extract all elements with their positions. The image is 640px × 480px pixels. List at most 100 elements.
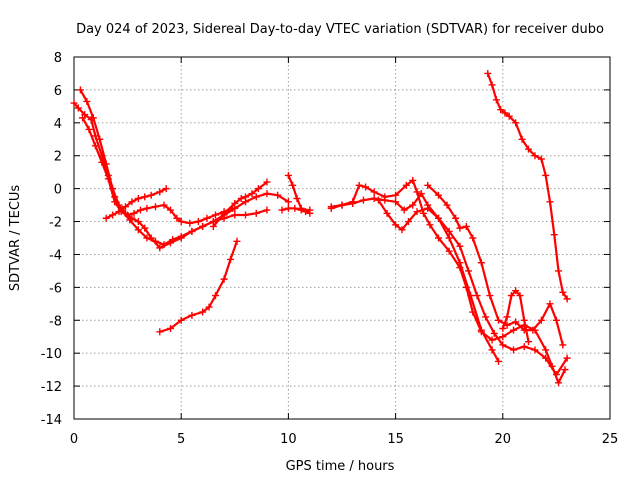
y-tick-label: 6 xyxy=(54,84,62,99)
data-point xyxy=(456,224,464,232)
y-tick-label: -12 xyxy=(41,380,62,395)
data-point xyxy=(531,346,539,354)
data-point xyxy=(404,218,412,226)
series-line xyxy=(105,187,168,220)
data-point xyxy=(512,287,520,295)
data-point xyxy=(434,191,442,199)
data-point xyxy=(392,221,400,229)
data-point xyxy=(102,160,110,168)
data-point xyxy=(434,214,442,222)
data-point xyxy=(370,188,378,196)
data-point xyxy=(156,244,164,252)
data-point xyxy=(104,175,112,183)
series-track-f xyxy=(156,237,241,336)
data-point xyxy=(156,328,164,336)
data-point xyxy=(497,106,505,114)
data-point xyxy=(537,155,545,163)
x-tick-label: 0 xyxy=(70,432,78,447)
data-point xyxy=(469,234,477,242)
series-track-m xyxy=(499,287,533,346)
data-point xyxy=(550,231,558,239)
data-point xyxy=(284,204,292,212)
data-point xyxy=(499,341,507,349)
data-point xyxy=(102,214,110,222)
data-point xyxy=(203,214,211,222)
data-point xyxy=(220,209,228,217)
y-tick-label: 2 xyxy=(54,150,62,165)
data-point xyxy=(529,326,537,334)
data-point xyxy=(177,316,185,324)
data-point xyxy=(552,371,560,379)
grid-layer xyxy=(74,57,610,419)
data-point xyxy=(199,308,207,316)
data-point xyxy=(413,188,421,196)
data-point xyxy=(462,222,470,230)
data-point xyxy=(115,208,123,216)
data-point xyxy=(555,379,563,387)
data-point xyxy=(293,195,301,203)
data-point xyxy=(349,199,357,207)
series-layer xyxy=(70,69,571,387)
series-line xyxy=(330,179,567,384)
data-point xyxy=(252,209,260,217)
data-point xyxy=(488,81,496,89)
data-point xyxy=(263,206,271,214)
data-point xyxy=(559,288,567,296)
data-point xyxy=(227,255,235,263)
series-track-n xyxy=(484,69,571,303)
data-point xyxy=(362,183,370,191)
data-point xyxy=(383,209,391,217)
data-point xyxy=(151,203,159,211)
data-point xyxy=(70,99,78,107)
plot-frame xyxy=(73,56,611,420)
data-point xyxy=(374,196,382,204)
y-tick-label: -14 xyxy=(41,413,62,428)
x-tick-label: 10 xyxy=(280,432,297,447)
data-point xyxy=(278,206,286,214)
data-point xyxy=(188,311,196,319)
data-point xyxy=(166,206,174,214)
data-point xyxy=(381,196,389,204)
data-point xyxy=(327,203,335,211)
y-tick-label: 0 xyxy=(54,183,62,198)
data-point xyxy=(177,218,185,226)
data-point xyxy=(398,226,406,234)
data-point xyxy=(392,191,400,199)
data-point xyxy=(79,114,87,122)
data-point xyxy=(134,226,142,234)
data-point xyxy=(392,198,400,206)
data-point xyxy=(537,316,545,324)
y-tick-label: -4 xyxy=(49,248,62,263)
data-point xyxy=(434,234,442,242)
data-point xyxy=(456,242,464,250)
data-point xyxy=(518,135,526,143)
data-point xyxy=(128,214,136,222)
data-point xyxy=(248,190,256,198)
data-point xyxy=(492,96,500,104)
data-point xyxy=(464,267,472,275)
data-point xyxy=(359,196,367,204)
data-point xyxy=(424,204,432,212)
data-point xyxy=(121,203,129,211)
data-point xyxy=(212,211,220,219)
data-point xyxy=(486,292,494,300)
series-track-d xyxy=(102,185,170,222)
series-track-h xyxy=(278,204,314,214)
data-point xyxy=(456,259,464,267)
data-point xyxy=(289,181,297,189)
data-point xyxy=(495,316,503,324)
y-axis-label: SDTVAR / TECUs xyxy=(8,185,23,292)
data-point xyxy=(338,201,346,209)
x-tick-label: 15 xyxy=(387,432,404,447)
data-point xyxy=(134,195,142,203)
x-tick-label: 20 xyxy=(495,432,512,447)
x-tick-label: 25 xyxy=(602,432,619,447)
data-point xyxy=(510,326,518,334)
data-point xyxy=(284,198,292,206)
series-track-j xyxy=(327,190,571,379)
data-point xyxy=(166,239,174,247)
series-line xyxy=(426,184,564,347)
data-point xyxy=(76,86,84,94)
data-point xyxy=(531,152,539,160)
